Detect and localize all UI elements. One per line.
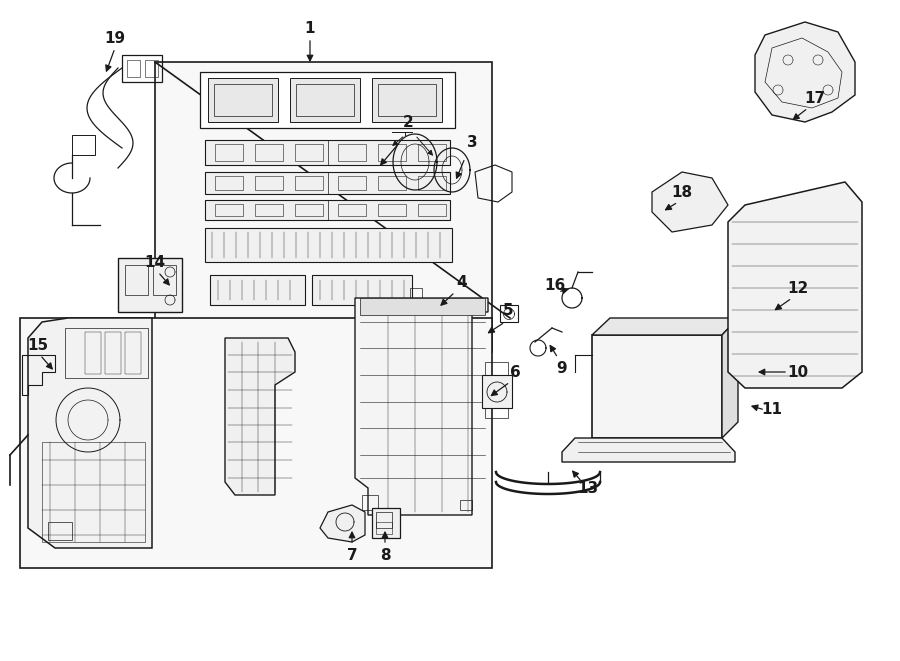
Text: 15: 15 xyxy=(27,338,49,352)
Polygon shape xyxy=(755,22,855,122)
Polygon shape xyxy=(562,438,735,462)
Text: 6: 6 xyxy=(509,364,520,379)
Polygon shape xyxy=(205,228,452,262)
Polygon shape xyxy=(205,140,450,165)
Text: 1: 1 xyxy=(305,20,315,36)
Polygon shape xyxy=(722,318,738,438)
Polygon shape xyxy=(205,200,450,220)
Text: 9: 9 xyxy=(557,360,567,375)
Polygon shape xyxy=(372,78,442,122)
Text: 18: 18 xyxy=(671,184,693,200)
Text: 19: 19 xyxy=(104,30,126,46)
Text: 4: 4 xyxy=(456,274,467,290)
Polygon shape xyxy=(290,78,360,122)
Polygon shape xyxy=(208,78,278,122)
Text: 7: 7 xyxy=(346,547,357,563)
Text: 16: 16 xyxy=(544,278,565,293)
Polygon shape xyxy=(652,172,728,232)
Polygon shape xyxy=(360,298,485,315)
Text: 11: 11 xyxy=(761,403,782,418)
Polygon shape xyxy=(225,338,295,495)
Polygon shape xyxy=(28,318,152,548)
Text: 17: 17 xyxy=(805,91,825,106)
Text: 12: 12 xyxy=(788,280,808,295)
Polygon shape xyxy=(482,375,512,408)
Text: 13: 13 xyxy=(578,481,599,496)
Polygon shape xyxy=(372,508,400,538)
Polygon shape xyxy=(312,275,412,305)
Text: 5: 5 xyxy=(503,303,513,317)
Polygon shape xyxy=(205,172,450,194)
Polygon shape xyxy=(320,505,365,542)
Polygon shape xyxy=(118,258,182,312)
Text: 10: 10 xyxy=(788,364,808,379)
Polygon shape xyxy=(200,72,455,128)
Polygon shape xyxy=(210,275,305,305)
Polygon shape xyxy=(728,182,862,388)
Polygon shape xyxy=(155,62,492,352)
Text: 3: 3 xyxy=(467,134,477,149)
Polygon shape xyxy=(592,335,722,438)
Text: 8: 8 xyxy=(380,547,391,563)
Polygon shape xyxy=(355,298,488,515)
Text: 14: 14 xyxy=(144,254,166,270)
Polygon shape xyxy=(20,318,492,568)
Polygon shape xyxy=(592,318,738,335)
Text: 2: 2 xyxy=(402,114,413,130)
